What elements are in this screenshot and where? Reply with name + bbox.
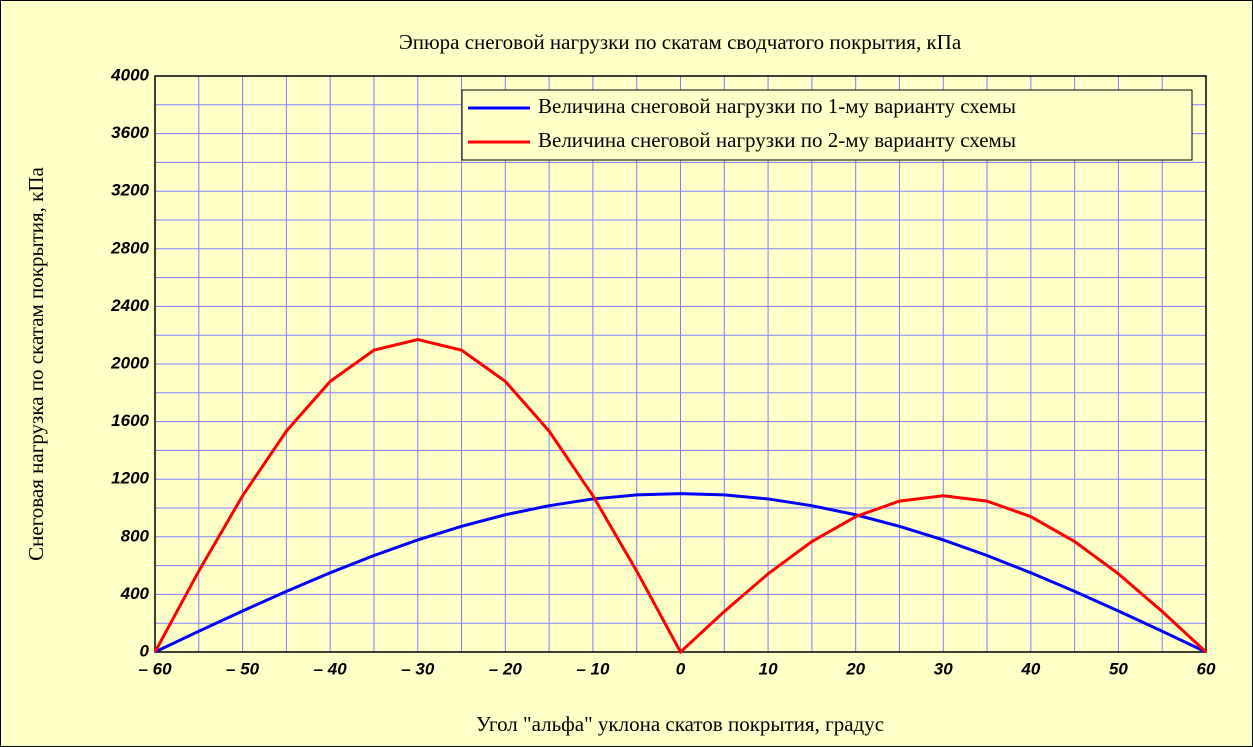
y-axis-label: Снеговая нагрузка по скатам покрытия, кП… [24, 166, 48, 560]
x-axis-label: Угол "альфа" уклона скатов покрытия, гра… [476, 712, 884, 736]
line-series [154, 492, 1207, 654]
legend-label: Величина снеговой нагрузки по 2-му вариа… [538, 128, 1016, 152]
x-tick-label: – 30 [401, 659, 435, 678]
x-tick-label: 30 [934, 659, 953, 678]
legend-label: Величина снеговой нагрузки по 1-му вариа… [538, 94, 1016, 118]
y-tick-label: 3600 [111, 123, 149, 142]
legend-box [461, 89, 1193, 161]
y-tick-label: 3200 [111, 181, 149, 200]
x-tick-label: 40 [1020, 659, 1040, 678]
x-tick-label: 50 [1109, 659, 1128, 678]
x-tick-label: 20 [845, 659, 865, 678]
line-series [153, 337, 1208, 655]
x-tick-label: 60 [1197, 659, 1216, 678]
x-tick-label: – 60 [138, 659, 172, 678]
y-tick-label: 0 [140, 641, 150, 660]
x-tick-label: – 50 [226, 659, 260, 678]
y-tick-label: 1200 [111, 469, 149, 488]
y-tick-label: 2000 [110, 353, 149, 372]
x-tick-label: – 10 [576, 659, 610, 678]
y-tick-label: 400 [120, 584, 150, 603]
x-tick-label: 0 [676, 659, 686, 678]
chart-title: Эпюра снеговой нагрузки по скатам сводча… [399, 30, 962, 54]
x-tick-label: 10 [759, 659, 778, 678]
y-tick-label: 4000 [110, 65, 149, 84]
x-tick-label: – 40 [314, 659, 348, 678]
y-tick-label: 1600 [111, 411, 149, 430]
x-tick-label: – 20 [489, 659, 523, 678]
y-tick-label: 800 [121, 526, 150, 545]
y-tick-label: 2400 [110, 296, 149, 315]
y-tick-label: 2800 [110, 238, 149, 257]
